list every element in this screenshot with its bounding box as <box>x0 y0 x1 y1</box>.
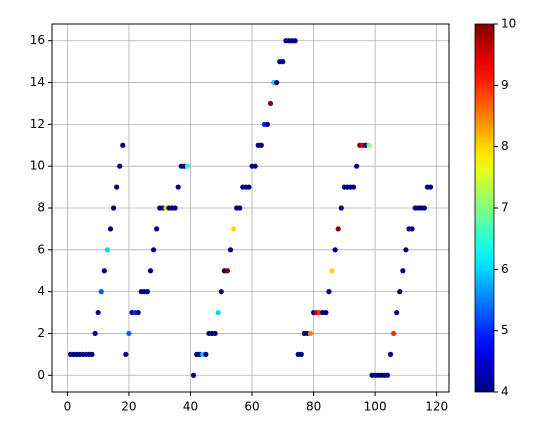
point <box>224 268 231 274</box>
point <box>332 247 338 253</box>
point <box>326 289 332 295</box>
y-tick-label: 16 <box>30 33 45 47</box>
point <box>89 351 95 357</box>
x-tick-label: 0 <box>64 400 72 414</box>
point <box>252 163 258 169</box>
point <box>409 226 415 232</box>
point <box>212 330 218 337</box>
y-tick-label: 2 <box>37 326 45 340</box>
point <box>298 351 304 357</box>
point <box>267 100 274 107</box>
point <box>397 289 403 295</box>
point <box>190 372 197 378</box>
y-tick-label: 14 <box>30 75 45 89</box>
point <box>184 163 191 169</box>
colorbar-tick-label: 9 <box>501 78 509 92</box>
point <box>335 226 341 232</box>
point <box>154 226 160 232</box>
point <box>104 247 110 253</box>
x-tick-label: 40 <box>183 400 198 414</box>
x-tick-label: 120 <box>425 400 448 414</box>
colorbar-tick-label: 6 <box>501 262 509 276</box>
point <box>354 163 360 169</box>
colorbar-tick-label: 7 <box>501 201 509 215</box>
point <box>126 330 132 337</box>
colorbar-tick-label: 10 <box>501 17 516 31</box>
point <box>147 268 154 274</box>
colorbar-tick-label: 8 <box>501 139 509 153</box>
point <box>384 372 391 378</box>
point <box>280 59 286 65</box>
x-tick-label: 60 <box>244 400 259 414</box>
point <box>237 205 243 211</box>
point <box>274 79 280 86</box>
y-tick-label: 10 <box>30 159 45 173</box>
point <box>95 309 101 316</box>
point <box>110 205 117 211</box>
point <box>246 184 252 190</box>
point <box>218 289 224 295</box>
point <box>135 309 141 316</box>
point <box>292 38 298 44</box>
y-tick-label: 4 <box>37 284 45 298</box>
point <box>366 142 372 148</box>
point <box>172 205 178 211</box>
x-tick-label: 20 <box>121 400 136 414</box>
point <box>150 247 157 253</box>
y-tick-label: 8 <box>37 201 45 215</box>
point <box>427 184 434 190</box>
point <box>403 247 409 253</box>
y-tick-label: 0 <box>37 368 45 382</box>
x-tick-label: 80 <box>306 400 321 414</box>
point <box>391 330 397 337</box>
colorbar <box>474 23 495 393</box>
point <box>338 205 344 211</box>
point <box>215 309 221 316</box>
point <box>123 351 129 357</box>
point <box>387 351 394 357</box>
point <box>230 226 237 232</box>
point <box>329 268 335 274</box>
colorbar-tick-label: 4 <box>501 385 509 399</box>
point <box>400 268 406 274</box>
point <box>175 184 181 190</box>
y-tick-label: 6 <box>37 242 45 256</box>
point <box>114 184 120 190</box>
point <box>421 205 427 211</box>
point <box>107 226 114 232</box>
x-tick-label: 100 <box>364 400 387 414</box>
point <box>98 289 104 295</box>
point <box>101 268 107 274</box>
point <box>307 330 314 337</box>
point <box>323 309 329 316</box>
point <box>227 247 234 253</box>
point <box>117 163 123 169</box>
point <box>144 289 151 295</box>
y-tick-label: 12 <box>30 117 45 131</box>
point <box>350 184 357 190</box>
point <box>203 351 209 357</box>
point <box>92 330 98 337</box>
point <box>264 121 271 127</box>
point <box>258 142 264 148</box>
colorbar-tick-label: 5 <box>501 323 509 337</box>
point <box>120 142 126 148</box>
point <box>394 309 400 316</box>
